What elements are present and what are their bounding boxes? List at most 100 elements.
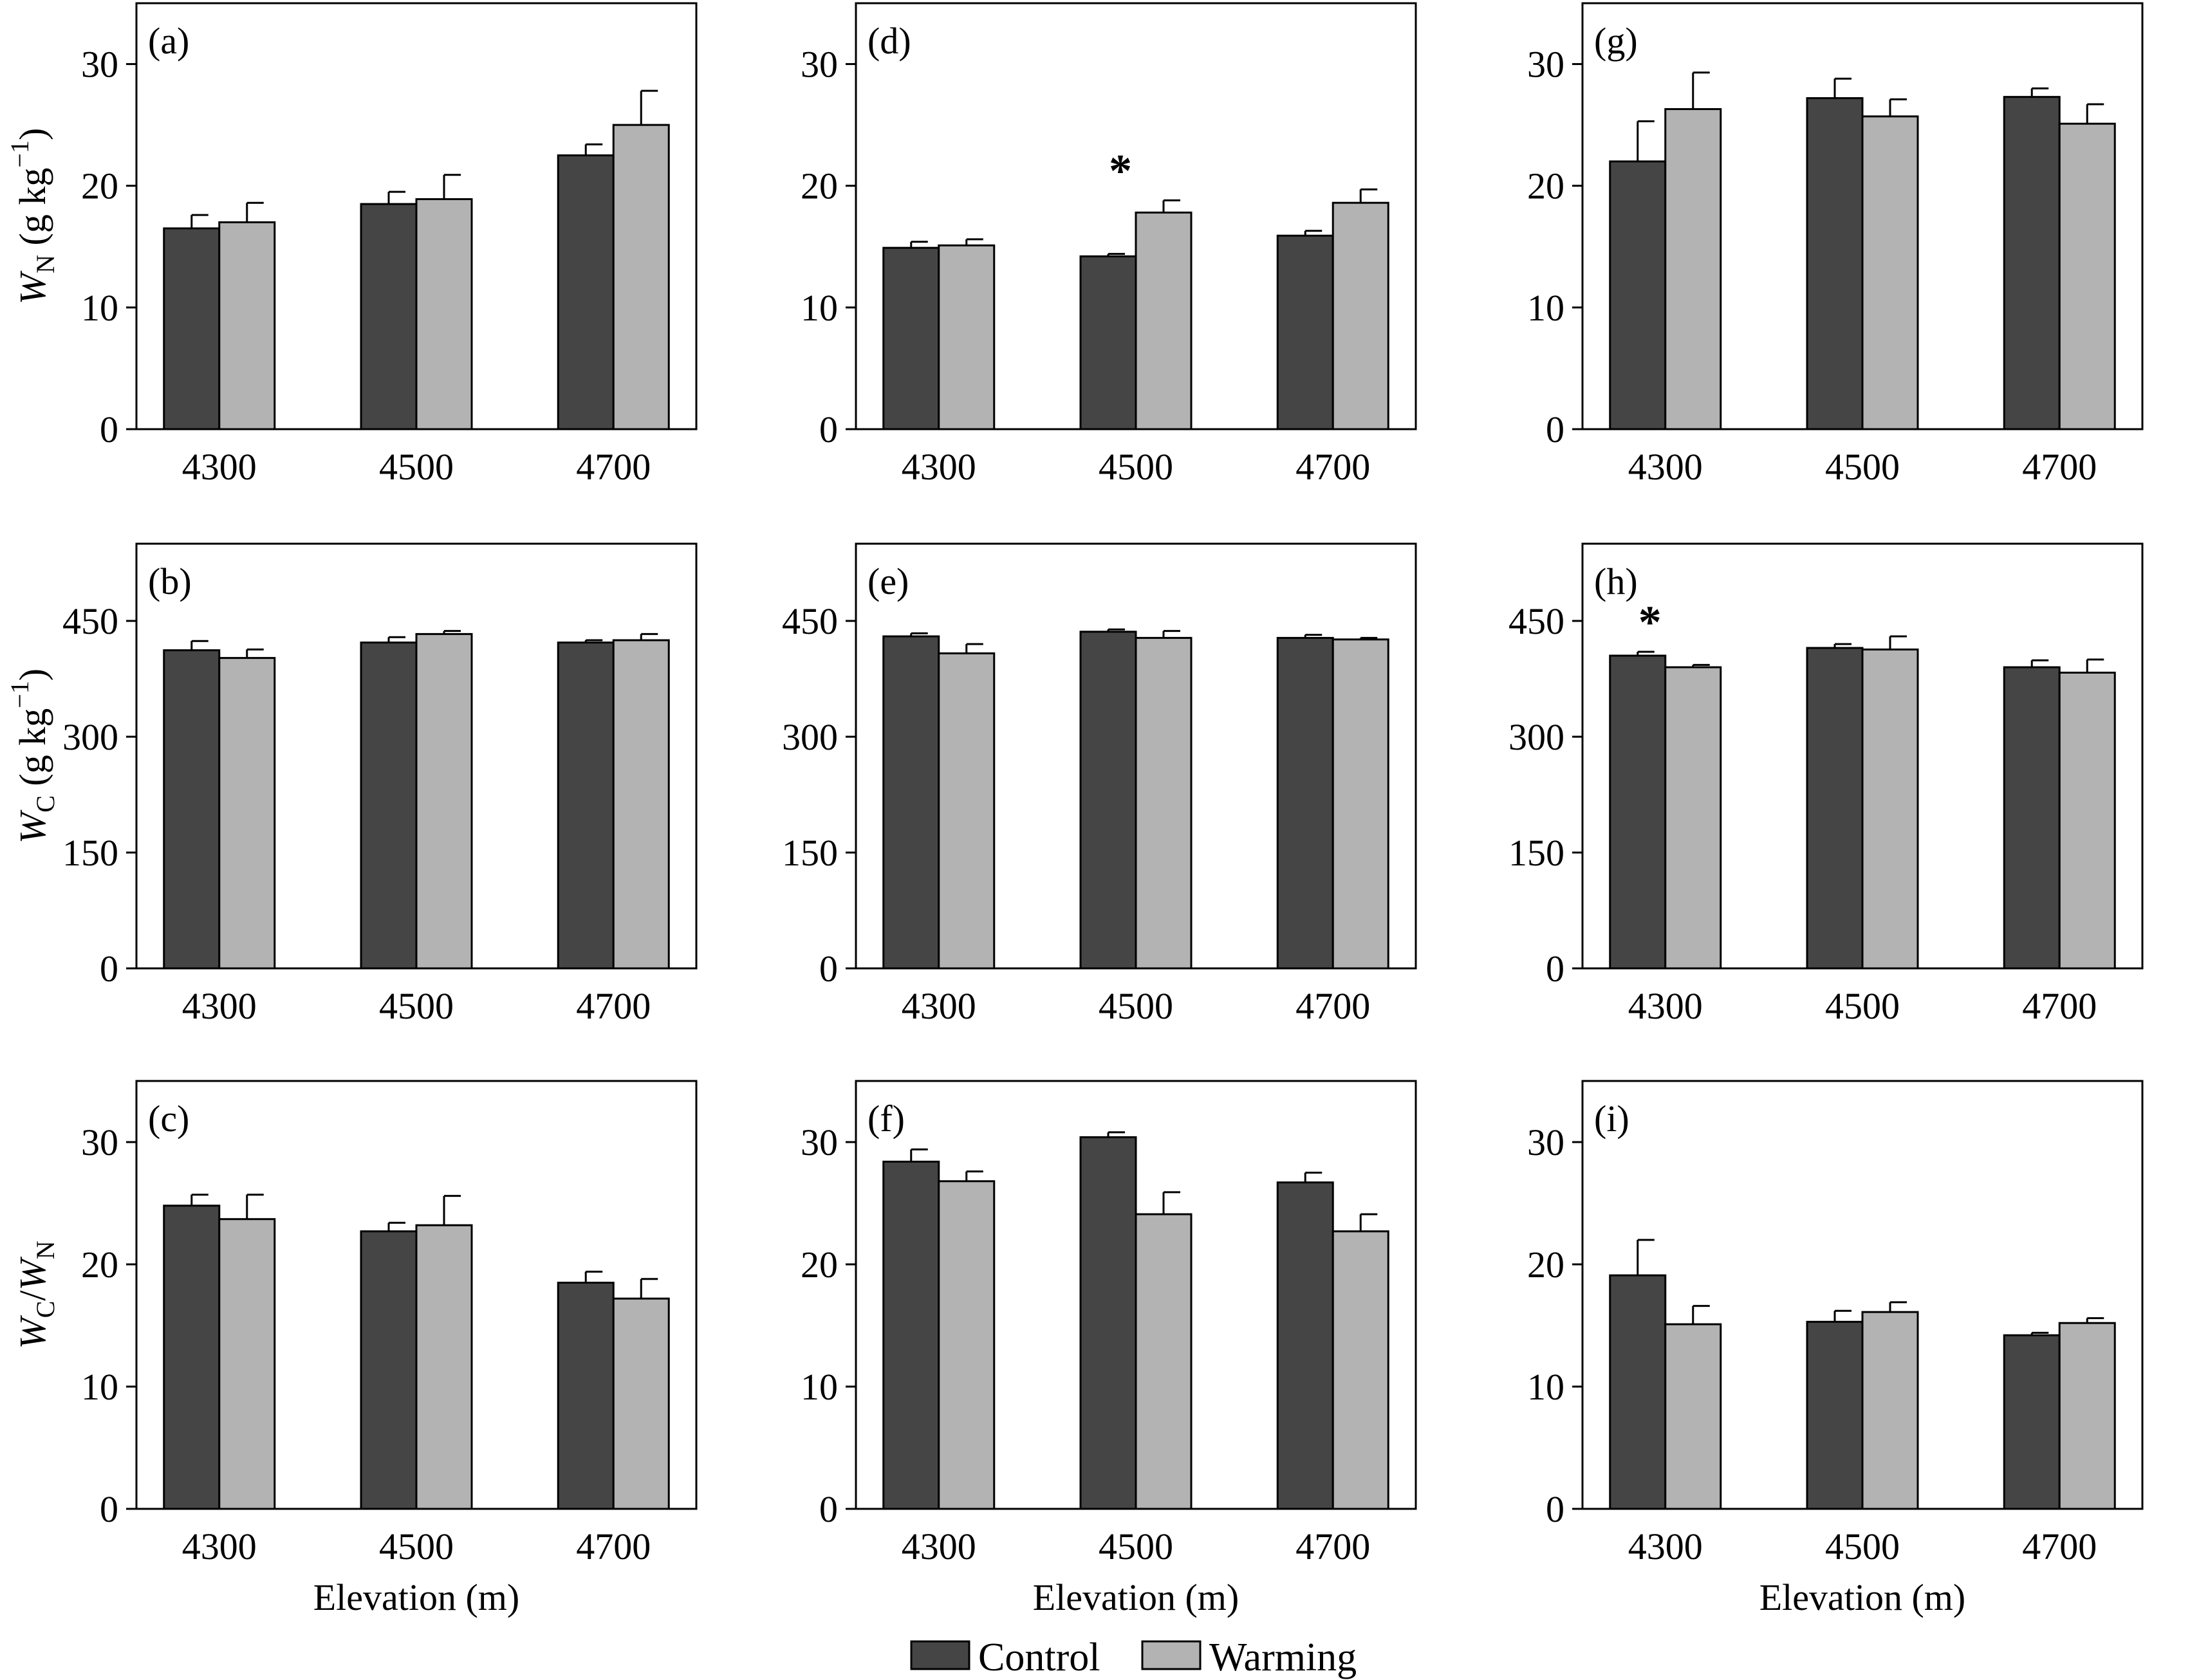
x-tick-label: 4700 (1295, 985, 1370, 1027)
title-var: W (12, 809, 53, 844)
y-tick-label: 0 (819, 1488, 838, 1530)
bar-warming-4500 (1135, 636, 1192, 970)
bar-warming-4300 (218, 221, 276, 430)
x-tick-label: 4500 (1825, 985, 1900, 1027)
title-sub: C (31, 1301, 60, 1318)
x-tick-label: 4500 (1099, 446, 1173, 488)
bar-warming-4700 (2058, 122, 2116, 430)
panel-a: 0 10 20 30 (a) 4300 4500 4700 (81, 2, 698, 488)
y-tick-label: 20 (81, 165, 118, 207)
x-tick-label: 4500 (1099, 1526, 1173, 1567)
bar-control-4500 (360, 203, 418, 430)
y-tick-label: 30 (1527, 1122, 1564, 1163)
y-axis-title: WC (g kg−1) (5, 669, 60, 844)
title-var: W (12, 1315, 53, 1349)
bar-warming-4300 (218, 1218, 276, 1510)
bar-control-4700 (2003, 666, 2061, 970)
bar-control-4700 (557, 154, 615, 430)
y-axis-titles: WN (g kg−1)WC (g kg−1)WC/WN (5, 128, 60, 1349)
bar-control-4300 (163, 227, 221, 430)
bar-warming-4500 (1135, 211, 1192, 430)
panel-g: 0 10 20 30 (g) 4300 4500 4700 (1527, 2, 2144, 488)
bar-warming-4500 (1135, 1213, 1192, 1510)
x-axis-title: Elevation (m) (1759, 1576, 1966, 1618)
bar-warming-4700 (1332, 201, 1389, 430)
y-tick-label: 20 (1527, 165, 1564, 207)
title-sub: N (31, 1241, 60, 1259)
bar-warming-4500 (1861, 648, 1919, 970)
bar-control-4700 (557, 642, 615, 970)
x-tick-label: 4700 (2022, 985, 2097, 1027)
bar-warming-4300 (1664, 666, 1722, 970)
title-var: W (12, 270, 53, 304)
title-sup: −1 (5, 140, 34, 168)
y-tick-label: 10 (1527, 287, 1564, 329)
panel-label: (h) (1594, 560, 1638, 602)
x-tick-label: 4500 (379, 1526, 454, 1567)
x-tick-label: 4700 (576, 1526, 651, 1567)
bar-control-4300 (1609, 654, 1667, 970)
panel-label: (i) (1594, 1098, 1629, 1140)
significance-marker: * (1638, 596, 1662, 648)
bar-warming-4300 (938, 1180, 996, 1510)
x-tick-label: 4700 (2022, 446, 2097, 488)
y-tick-label: 0 (819, 948, 838, 990)
y-tick-label: 20 (801, 165, 838, 207)
bar-control-4500 (1079, 631, 1137, 970)
panel-label: (f) (868, 1098, 905, 1140)
x-tick-label: 4300 (902, 446, 976, 488)
legend: Control Warming (910, 1636, 1357, 1679)
y-tick-label: 30 (81, 1122, 118, 1163)
y-tick-label: 20 (1527, 1244, 1564, 1286)
x-tick-label: 4500 (1825, 1526, 1900, 1567)
y-tick-label: 10 (81, 1366, 118, 1408)
panel-label: (d) (868, 20, 911, 62)
bar-control-4500 (360, 1230, 418, 1510)
y-tick-label: 0 (819, 409, 838, 450)
x-tick-label: 4300 (182, 985, 257, 1027)
x-axis-title: Elevation (m) (1033, 1576, 1239, 1618)
x-tick-label: 4700 (2022, 1526, 2097, 1567)
x-tick-label: 4300 (1628, 985, 1703, 1027)
bar-warming-4700 (2058, 671, 2116, 970)
panel-label: (a) (148, 20, 189, 62)
y-tick-label: 10 (801, 1366, 838, 1408)
x-tick-label: 4500 (379, 446, 454, 488)
x-tick-label: 4500 (1099, 985, 1173, 1027)
bar-control-4300 (163, 649, 221, 970)
y-tick-label: 0 (100, 409, 118, 450)
bar-control-4300 (882, 1160, 940, 1510)
bar-control-4500 (1079, 255, 1137, 430)
bar-warming-4700 (1332, 638, 1389, 970)
bar-control-4700 (1276, 234, 1334, 430)
y-tick-label: 30 (801, 44, 838, 86)
panel-d: 0 10 20 30 (d) 4300 4500 4700 * (801, 2, 1417, 488)
bar-warming-4300 (938, 244, 996, 430)
bar-control-4700 (557, 1282, 615, 1510)
y-tick-label: 300 (1508, 716, 1564, 758)
y-tick-label: 150 (1508, 832, 1564, 874)
y-tick-label: 10 (801, 287, 838, 329)
legend-swatch-warming (1141, 1640, 1202, 1670)
y-tick-label: 10 (1527, 1366, 1564, 1408)
y-tick-label: 0 (100, 948, 118, 990)
bar-control-4300 (1609, 1274, 1667, 1510)
x-tick-label: 4300 (182, 1526, 257, 1567)
title-var: W (12, 1257, 53, 1291)
title-close: ) (12, 669, 53, 681)
bar-warming-4300 (1664, 1323, 1722, 1510)
panel-i: 0 10 20 30 (i) 4300 4500 4700 Elevation (m) (1527, 1080, 2144, 1618)
legend-label-control: Control (978, 1636, 1100, 1679)
title-unit: (g kg (12, 168, 53, 255)
x-tick-label: 4700 (1295, 1526, 1370, 1567)
y-tick-label: 450 (62, 600, 118, 642)
bar-control-4700 (2003, 96, 2061, 430)
bar-warming-4700 (612, 124, 670, 430)
y-tick-label: 30 (81, 44, 118, 86)
x-tick-label: 4300 (1628, 446, 1703, 488)
title-sub: N (31, 255, 60, 273)
x-tick-label: 4700 (1295, 446, 1370, 488)
bar-warming-4700 (1332, 1230, 1389, 1510)
